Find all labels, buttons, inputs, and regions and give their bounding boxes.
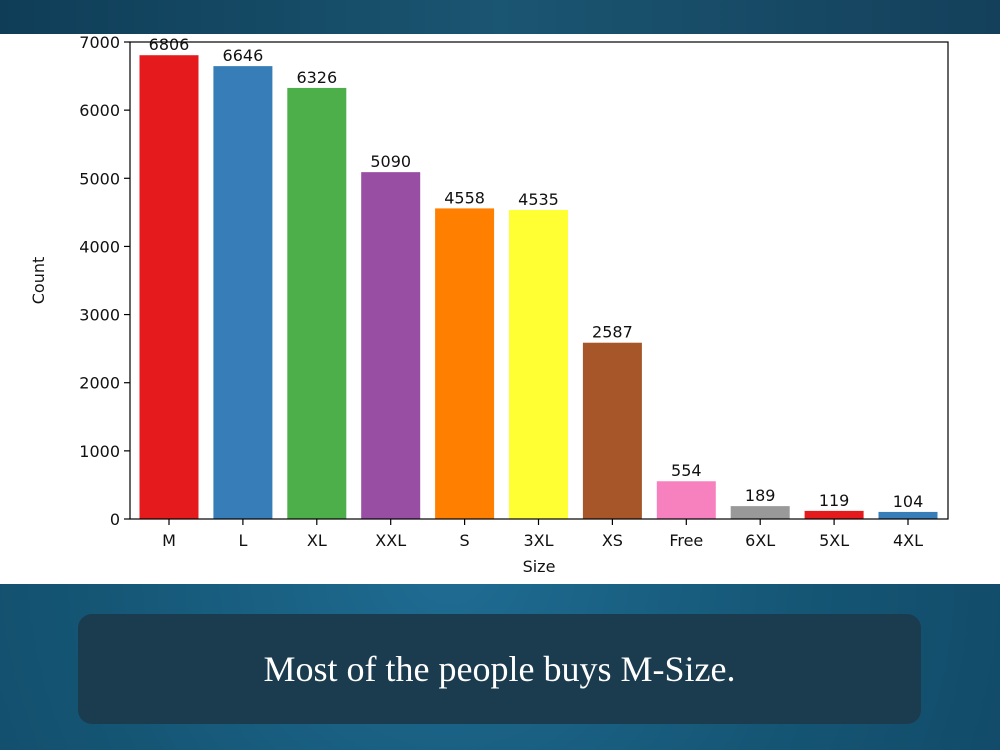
bar [656, 481, 716, 519]
caption-box: Most of the people buys M-Size. [78, 614, 921, 724]
bar-chart: 0 1000 2000 3000 4000 5000 6000 7000 6806 6646 63… [29, 34, 949, 576]
bar [213, 66, 273, 520]
chart-panel: 0 1000 2000 3000 4000 5000 6000 7000 6806 6646 63… [0, 34, 1000, 584]
bar-value-label: 4558 [444, 188, 485, 207]
bar-value-label: 554 [671, 461, 702, 480]
x-tick-label: XL [307, 531, 327, 550]
bar-value-label: 104 [893, 492, 924, 511]
x-tick-label: M [162, 531, 176, 550]
bar-value-label: 6806 [149, 35, 190, 54]
x-tick-label: Free [669, 531, 703, 550]
bar [878, 511, 938, 519]
y-tick-label: 0 [110, 510, 120, 529]
bar-value-label: 6646 [223, 46, 264, 65]
x-tick-label: 4XL [893, 531, 923, 550]
bar [287, 87, 347, 519]
bar-value-label: 5090 [370, 152, 411, 171]
bar [435, 208, 495, 520]
y-tick-label: 2000 [79, 374, 120, 393]
x-tick-label: L [238, 531, 247, 550]
x-tick-label: 5XL [819, 531, 849, 550]
bar [361, 172, 421, 519]
x-tick-label: XXL [375, 531, 406, 550]
bar-value-label: 189 [745, 486, 776, 505]
x-axis-ticks: M L XL XXL S 3XL XS Free 6XL 5XL 4XL [162, 519, 923, 550]
x-tick-label: S [460, 531, 470, 550]
x-tick-label: 3XL [523, 531, 553, 550]
bar [804, 510, 864, 519]
x-axis-label: Size [523, 557, 556, 576]
bar-value-label: 119 [819, 491, 850, 510]
bar [582, 342, 642, 519]
top-band [0, 0, 1000, 34]
y-tick-label: 7000 [79, 34, 120, 52]
bars [139, 55, 938, 520]
bar-data-labels: 6806 6646 6326 5090 4558 4535 2587 554 189 119 104 [149, 35, 924, 511]
y-tick-label: 1000 [79, 442, 120, 461]
x-tick-label: 6XL [745, 531, 775, 550]
y-tick-label: 3000 [79, 306, 120, 325]
bar [139, 55, 199, 519]
y-axis-label: Count [29, 257, 48, 305]
bar [509, 209, 568, 519]
plot-frame [129, 41, 949, 520]
y-tick-label: 4000 [79, 237, 120, 256]
bar-value-label: 2587 [592, 323, 633, 342]
bar-value-label: 4535 [518, 190, 559, 209]
x-tick-label: XS [602, 531, 623, 550]
bar-value-label: 6326 [296, 68, 337, 87]
y-tick-label: 6000 [79, 101, 120, 120]
y-tick-label: 5000 [79, 169, 120, 188]
caption-text: Most of the people buys M-Size. [263, 649, 736, 689]
y-axis-ticks: 0 1000 2000 3000 4000 5000 6000 7000 [79, 34, 130, 529]
bar [730, 506, 790, 519]
